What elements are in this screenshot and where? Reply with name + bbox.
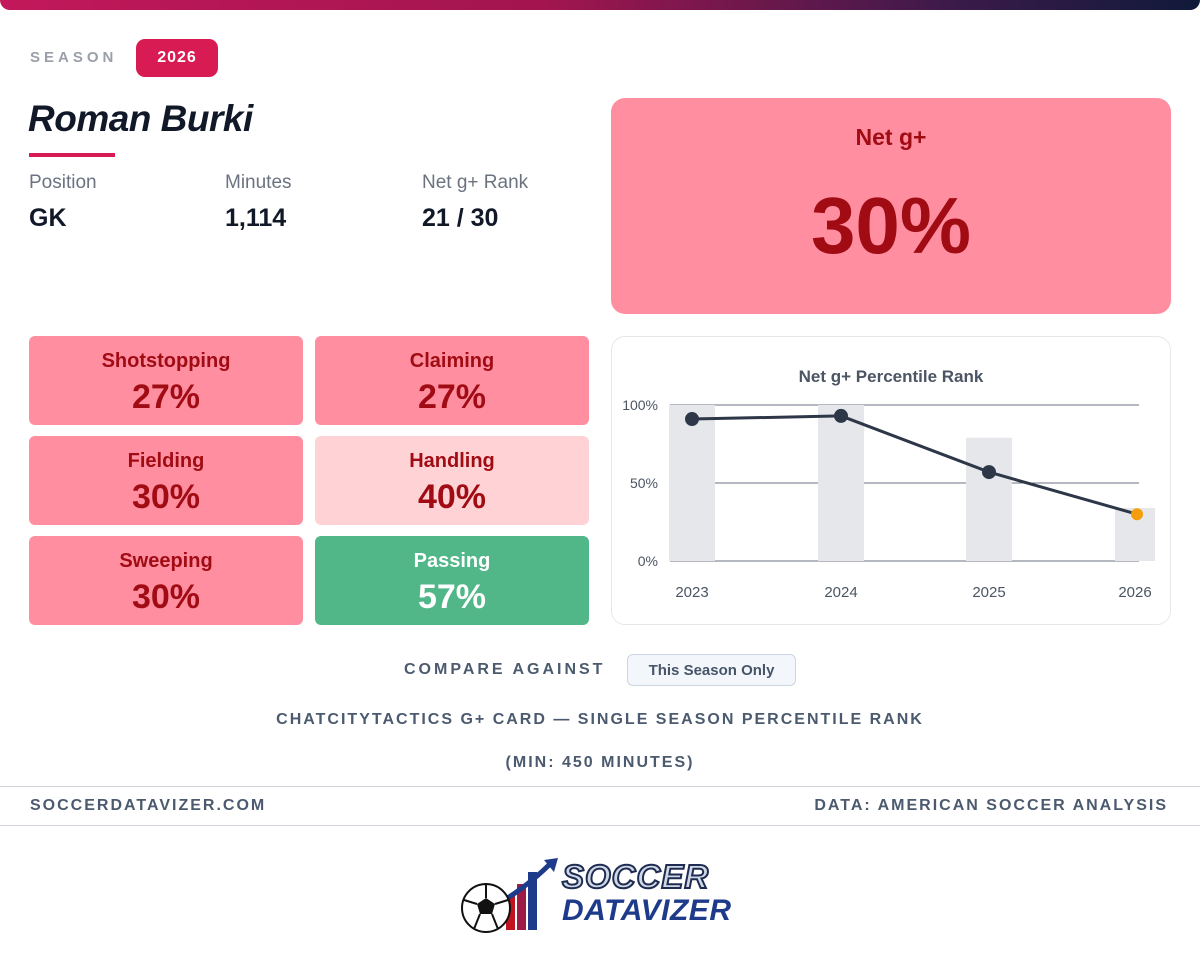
metric-claiming: Claiming 27% [315,336,589,425]
rank-value: 21 / 30 [422,204,499,232]
chart-title: Net g+ Percentile Rank [799,367,984,386]
metric-value: 30% [131,578,201,616]
footer-divider-bottom [0,825,1200,826]
card-caption: CHATCITYTACTICS G+ CARD — SINGLE SEASON … [276,711,924,728]
net-g-plus-card: Net g+ 30% [611,98,1171,314]
metric-sweeping: Sweeping 30% [29,536,303,625]
metric-value: 57% [417,578,487,616]
top-accent-bar [0,0,1200,10]
metric-label: Passing [413,550,491,572]
metric-label: Fielding [127,450,205,472]
player-name: Roman Burki [28,98,253,139]
metric-label: Shotstopping [101,350,231,372]
percentile-chart-card: Net g+ Percentile Rank 2023 2024 2025 2026 … [611,336,1171,625]
season-label: SEASON [30,49,118,66]
site-link[interactable]: SOCCERDATAVIZER.COM [30,797,267,814]
y-tick-label: 50% [630,475,658,491]
x-tick-label: 2025 [972,584,1005,601]
data-point [982,465,996,480]
bar [966,437,1012,561]
metric-label: Handling [409,450,495,472]
minutes-value: 1,114 [225,204,287,232]
metric-value: 27% [131,378,201,416]
series-line [691,414,1138,516]
net-g-plus-value: 30% [810,181,972,270]
position-value: GK [29,204,67,232]
bar [818,405,864,561]
logo-text-soccer: SOCCER [561,857,710,896]
data-point [685,412,699,427]
compare-against-label: COMPARE AGAINST [404,661,606,678]
min-minutes-caption: (MIN: 450 MINUTES) [505,754,695,771]
rank-label: Net g+ Rank [422,172,529,193]
y-tick-label: 0% [638,553,658,569]
position-label: Position [29,172,97,193]
x-tick-label: 2024 [824,584,857,601]
footer-divider-top [0,786,1200,787]
metric-passing: Passing 57% [315,536,589,625]
soccer-datavizer-logo: SOCCER DATAVIZER [458,856,748,936]
metric-handling: Handling 40% [315,436,589,525]
metric-shotstopping: Shotstopping 27% [29,336,303,425]
x-tick-label: 2023 [675,584,708,601]
name-underline [29,153,115,157]
metric-label: Claiming [409,350,495,372]
metric-fielding: Fielding 30% [29,436,303,525]
logo-graphic [461,858,558,933]
data-point [834,408,848,423]
net-g-plus-title: Net g+ [855,124,927,150]
bar [669,405,715,561]
metric-label: Sweeping [119,550,213,572]
compare-against-select[interactable]: This Season Only [627,654,796,686]
metric-value: 40% [417,478,487,516]
percentile-rank-chart: Net g+ Percentile Rank 2023 2024 2025 2026 … [622,367,1155,601]
minutes-label: Minutes [225,172,292,193]
data-source: DATA: AMERICAN SOCCER ANALYSIS [814,797,1168,814]
metric-value: 30% [131,478,201,516]
y-tick-label: 100% [622,397,658,413]
metric-value: 27% [417,378,487,416]
logo-text-datavizer: DATAVIZER [562,894,732,927]
x-tick-label: 2026 [1118,584,1151,601]
data-point [1131,508,1143,521]
season-badge[interactable]: 2026 [136,39,218,77]
